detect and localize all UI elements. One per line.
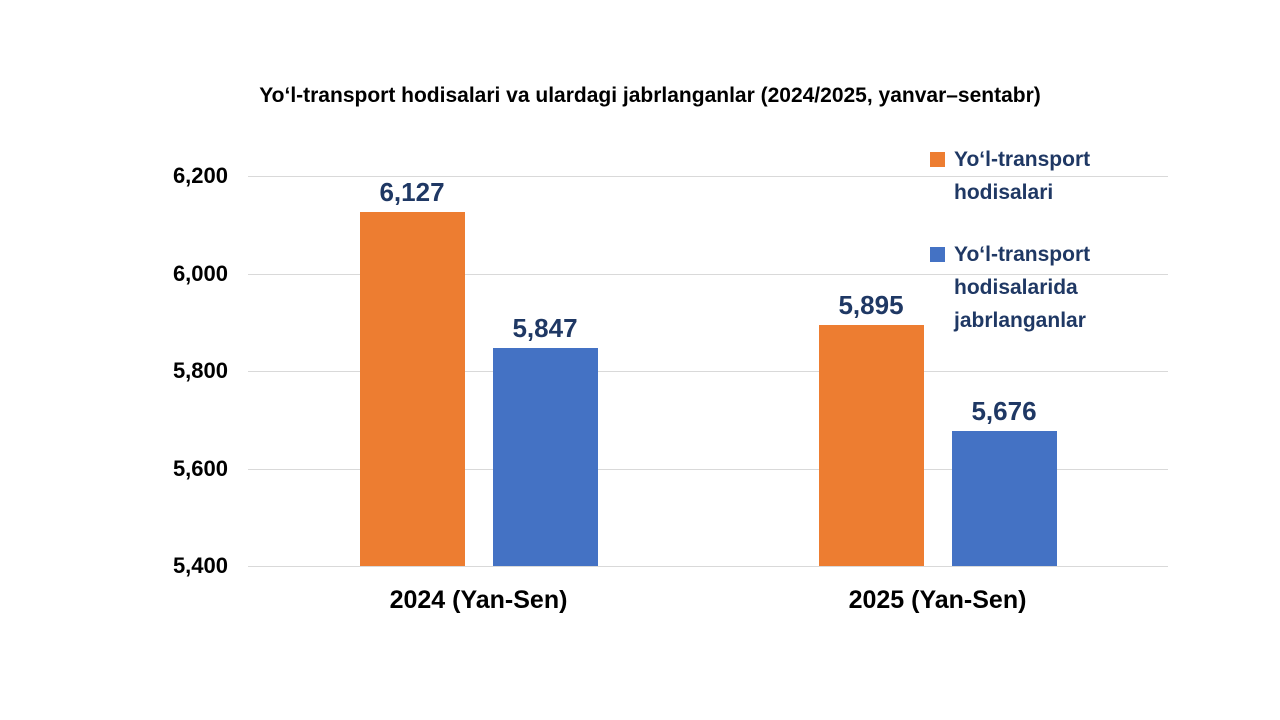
legend-item: Yoʻl-transport hodisalari (930, 143, 1126, 209)
data-label: 5,847 (512, 313, 578, 344)
legend-label: Yoʻl-transport hodisalari (954, 148, 1091, 204)
gridline (248, 273, 1168, 275)
bar-injured (951, 431, 1057, 566)
y-tick-label: 6,000 (172, 260, 228, 286)
gridline (248, 566, 1168, 567)
gridline (248, 371, 1168, 372)
legend-swatch-injured (930, 247, 945, 262)
x-category-label: 2025 (Yan-Sen) (848, 586, 1027, 614)
y-tick-label: 5,600 (172, 455, 228, 481)
data-label: 6,127 (379, 176, 445, 207)
data-label: 5,895 (838, 289, 904, 320)
plot-area: 6,127 5,847 5,895 5,676 (248, 176, 1168, 567)
gridline (248, 176, 1168, 177)
legend-item: Yoʻl-transport hodisalarida jabrlanganla… (930, 238, 1126, 337)
y-tick-label: 5,400 (172, 553, 228, 578)
legend-swatch-accidents (930, 152, 945, 167)
y-tick-label: 6,200 (172, 163, 228, 188)
x-category-label: 2024 (Yan-Sen) (389, 586, 568, 614)
bar-injured (492, 348, 598, 566)
bar-accidents (818, 324, 924, 566)
chart-title: Yoʻl-transport hodisalari va ulardagi ja… (259, 84, 1041, 107)
bar-accidents (359, 211, 465, 566)
y-tick-label: 5,800 (172, 358, 228, 383)
gridline (248, 468, 1168, 470)
legend-label: Yoʻl-transport hodisalarida jabrlanganla… (954, 243, 1091, 332)
data-label: 5,676 (971, 396, 1037, 427)
legend: Yoʻl-transport hodisalari Yoʻl-transport … (930, 143, 1126, 337)
